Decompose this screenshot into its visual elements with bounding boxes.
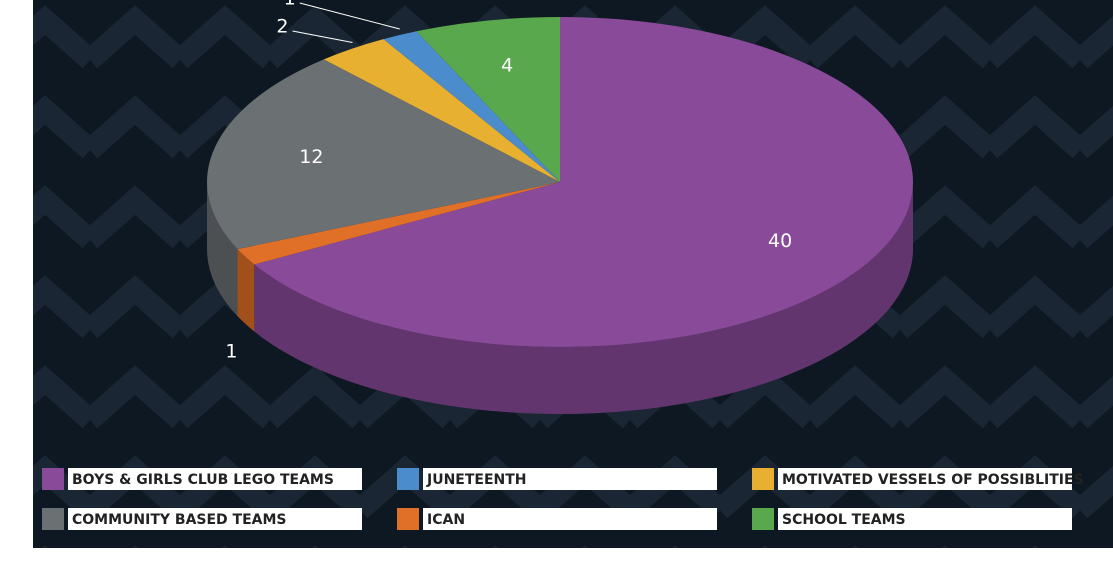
slice (207, 59, 561, 250)
value-label: 1 (225, 340, 237, 362)
value-label: 1 (284, 0, 296, 10)
slice (323, 39, 560, 183)
slice-side (254, 182, 913, 414)
slice (254, 17, 913, 347)
legend-label: COMMUNITY BASED TEAMS (72, 512, 287, 528)
legend: BOYS & GIRLS CLUB LEGO TEAMS ICAN COMMUNIT… (42, 468, 1084, 530)
legend-label: ICAN (427, 512, 465, 528)
slice (383, 31, 560, 182)
legend-swatch (42, 468, 64, 490)
legend-bar (68, 468, 362, 490)
slice (237, 182, 561, 265)
slice (416, 17, 560, 182)
legend-swatch (397, 468, 419, 490)
leader-line (299, 2, 400, 30)
slice-side (237, 249, 255, 332)
legend-swatch (752, 508, 774, 530)
legend-bar (778, 508, 1072, 530)
legend-bar (423, 468, 717, 490)
legend-label: MOTIVATED VESSELS OF POSSIBLITIES (782, 472, 1084, 488)
value-label: 12 (299, 146, 323, 168)
legend-bar (423, 508, 717, 530)
legend-label: SCHOOL TEAMS (782, 512, 906, 528)
value-label: 2 (276, 16, 288, 38)
pie: 40 1 12 2 1 4 (207, 0, 913, 414)
legend-label: JUNETEENTH (426, 472, 527, 488)
legend-swatch (752, 468, 774, 490)
legend-swatch (397, 508, 419, 530)
legend-label: BOYS & GIRLS CLUB LEGO TEAMS (72, 472, 334, 488)
value-label: 40 (768, 230, 792, 252)
leader-line (292, 30, 353, 44)
legend-bar (68, 508, 362, 530)
slice-side (207, 182, 238, 317)
value-label: 4 (501, 54, 513, 76)
legend-swatch (42, 508, 64, 530)
legend-bar (778, 468, 1072, 490)
